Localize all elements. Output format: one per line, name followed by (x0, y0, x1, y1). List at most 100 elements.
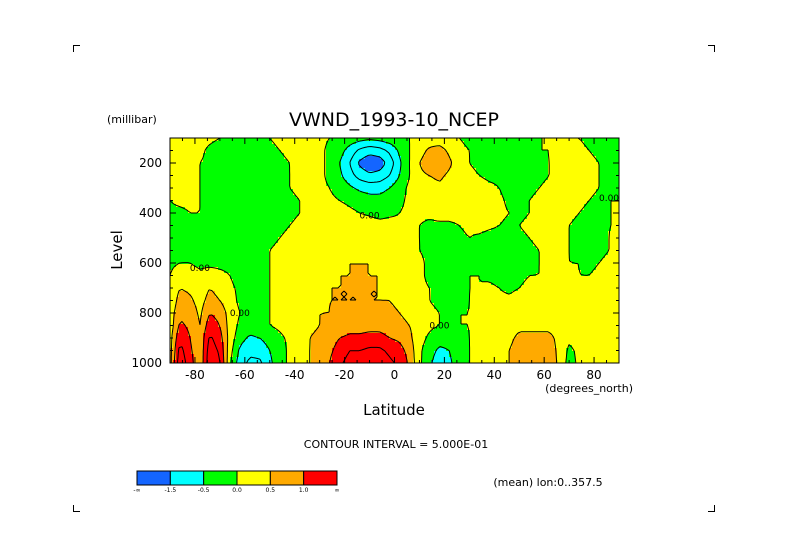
contour-cell (536, 156, 540, 160)
contour-cell (494, 189, 498, 193)
contour-cell (203, 228, 207, 232)
contour-cell (341, 156, 345, 160)
contour-cell (203, 192, 207, 196)
contour-cell (578, 150, 582, 154)
contour-cell (227, 180, 231, 184)
contour-cell (524, 228, 528, 232)
contour-cell (290, 153, 294, 157)
contour-cell (212, 216, 216, 220)
contour-cell (380, 228, 384, 232)
contour-cell (434, 228, 438, 232)
contour-cell (221, 219, 225, 223)
contour-cell (296, 171, 300, 175)
contour-cell (593, 138, 597, 142)
contour-cell (527, 153, 531, 157)
contour-cell (389, 162, 393, 166)
contour-cell (269, 234, 273, 238)
contour-cell (314, 180, 318, 184)
contour-cell (395, 204, 399, 208)
contour-cell (443, 150, 447, 154)
contour-cell (536, 177, 540, 181)
contour-cell (569, 144, 573, 148)
contour-cell (554, 231, 558, 235)
contour-cell (203, 198, 207, 202)
contour-cell (233, 144, 237, 148)
contour-cell (269, 141, 273, 145)
contour-cell (602, 162, 606, 166)
contour-cell (605, 177, 609, 181)
contour-cell (182, 150, 186, 154)
contour-cell (518, 231, 522, 235)
contour-cell (572, 180, 576, 184)
contour-cell (233, 180, 237, 184)
contour-cell (380, 216, 384, 220)
contour-cell (173, 141, 177, 145)
contour-cell (563, 198, 567, 202)
contour-cell (254, 231, 258, 235)
contour-cell (293, 216, 297, 220)
contour-cell (431, 204, 435, 208)
contour-cell (452, 231, 456, 235)
contour-cell (512, 183, 516, 187)
contour-cell (185, 165, 189, 169)
contour-cell (341, 144, 345, 148)
contour-cell (335, 165, 339, 169)
contour-cell (569, 168, 573, 172)
contour-cell (212, 153, 216, 157)
contour-cell (365, 186, 369, 190)
contour-cell (527, 225, 531, 229)
contour-cell (401, 150, 405, 154)
contour-cell (278, 180, 282, 184)
contour-cell (404, 171, 408, 175)
contour-cell (386, 171, 390, 175)
contour-cell (362, 144, 366, 148)
contour-cell (251, 216, 255, 220)
contour-cell (329, 222, 333, 226)
contour-cell (233, 156, 237, 160)
contour-cell (398, 231, 402, 235)
contour-cell (548, 180, 552, 184)
contour-cell (170, 147, 174, 151)
contour-cell (254, 225, 258, 229)
contour-cell (482, 180, 486, 184)
contour-cell (185, 207, 189, 211)
contour-cell (557, 171, 561, 175)
contour-cell (407, 204, 411, 208)
contour-cell (383, 153, 387, 157)
contour-cell (515, 228, 519, 232)
contour-cell (341, 225, 345, 229)
contour-cell (188, 171, 192, 175)
contour-cell (575, 162, 579, 166)
contour-cell (362, 228, 366, 232)
contour-cell (569, 138, 573, 142)
contour-cell (413, 222, 417, 226)
contour-cell (404, 201, 408, 205)
contour-cell (326, 216, 330, 220)
contour-cell (494, 171, 498, 175)
contour-cell (287, 234, 291, 238)
contour-cell (449, 234, 453, 238)
contour-cell (299, 180, 303, 184)
contour-cell (563, 210, 567, 214)
contour-cell (566, 186, 570, 190)
contour-cell (563, 207, 567, 211)
contour-cell (464, 204, 468, 208)
contour-cell (527, 171, 531, 175)
contour-cell (419, 189, 423, 193)
contour-cell (410, 231, 414, 235)
contour-cell (605, 210, 609, 214)
contour-cell (527, 219, 531, 223)
contour-cell (566, 222, 570, 226)
contour-cell (212, 174, 216, 178)
contour-cell (188, 192, 192, 196)
contour-cell (389, 198, 393, 202)
contour-cell (245, 204, 249, 208)
contour-cell (413, 231, 417, 235)
contour-cell (185, 183, 189, 187)
contour-cell (206, 231, 210, 235)
contour-cell (275, 144, 279, 148)
contour-cell (257, 192, 261, 196)
contour-cell (236, 159, 240, 163)
contour-cell (500, 144, 504, 148)
contour-cell (596, 144, 600, 148)
